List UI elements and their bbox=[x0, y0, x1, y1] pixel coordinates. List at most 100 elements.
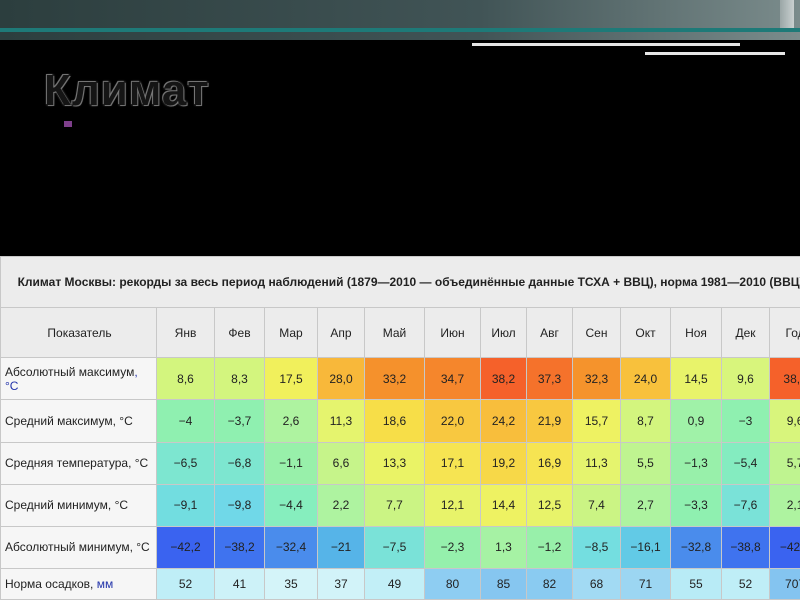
value-cell: 17,1 bbox=[424, 441, 481, 485]
value-cell: 35 bbox=[264, 567, 318, 600]
value-cell: 12,1 bbox=[424, 483, 481, 527]
value-cell: 12,5 bbox=[526, 483, 573, 527]
row-label-text: Абсолютный максимум bbox=[5, 364, 135, 379]
table-row: Средний минимум, °C −9,1 −9,8 −4,4 2,2 7,7 12,… bbox=[0, 483, 800, 527]
value-cell: −1,3 bbox=[670, 441, 722, 485]
value-cell: 38,2 bbox=[480, 357, 527, 401]
month-header: Июл bbox=[480, 307, 527, 359]
value-cell: 71 bbox=[620, 567, 671, 600]
value-cell: 7,7 bbox=[364, 483, 425, 527]
table-row: Средний максимум, °C −4 −3,7 2,6 11,3 18,6 22,… bbox=[0, 399, 800, 443]
row-label-text: Абсолютный минимум, °C bbox=[5, 540, 150, 555]
table-caption: Климат Москвы: рекорды за весь период на… bbox=[0, 255, 800, 309]
value-cell: 0,9 bbox=[670, 399, 722, 443]
value-cell: 82 bbox=[526, 567, 573, 600]
value-cell: 24,2 bbox=[480, 399, 527, 443]
climate-table: Климат Москвы: рекорды за весь период на… bbox=[0, 255, 800, 600]
row-label: Норма осадков, мм bbox=[0, 567, 157, 600]
row-label: Средний минимум, °C bbox=[0, 483, 157, 527]
month-header: Фев bbox=[214, 307, 265, 359]
value-cell: −3 bbox=[721, 399, 770, 443]
top-decorative-bar bbox=[0, 0, 800, 40]
value-cell: 2,2 bbox=[317, 483, 365, 527]
value-cell: 19,2 bbox=[480, 441, 527, 485]
value-cell: 5,7 bbox=[768, 441, 800, 485]
value-cell: −21 bbox=[317, 525, 365, 569]
value-cell: 14,4 bbox=[480, 483, 527, 527]
value-cell: 55 bbox=[670, 567, 722, 600]
value-cell: −4 bbox=[156, 399, 215, 443]
value-cell: −6,8 bbox=[214, 441, 265, 485]
value-cell: 8,3 bbox=[214, 357, 265, 401]
month-header: Сен bbox=[572, 307, 621, 359]
table-row: Средняя температура, °C −6,5 −6,8 −1,1 6,6 13… bbox=[0, 441, 800, 485]
decorative-line bbox=[472, 43, 740, 46]
value-cell: 16,9 bbox=[526, 441, 573, 485]
month-header: Янв bbox=[156, 307, 215, 359]
value-cell: −6,5 bbox=[156, 441, 215, 485]
value-cell: −3,7 bbox=[214, 399, 265, 443]
bullet-marker bbox=[64, 121, 72, 127]
month-header: Июн bbox=[424, 307, 481, 359]
value-cell: −42,2 bbox=[156, 525, 215, 569]
value-cell: 80 bbox=[424, 567, 481, 600]
value-cell: 9,6 bbox=[721, 357, 770, 401]
row-label-text: Норма осадков, bbox=[5, 576, 94, 591]
value-cell: −4,4 bbox=[264, 483, 318, 527]
value-cell: −9,8 bbox=[214, 483, 265, 527]
value-cell: −32,8 bbox=[670, 525, 722, 569]
value-cell: −38,2 bbox=[214, 525, 265, 569]
value-cell: 37,3 bbox=[526, 357, 573, 401]
value-cell: 15,7 bbox=[572, 399, 621, 443]
month-header: Окт bbox=[620, 307, 671, 359]
value-cell: −5,4 bbox=[721, 441, 770, 485]
value-cell: 34,7 bbox=[424, 357, 481, 401]
value-cell: 6,6 bbox=[317, 441, 365, 485]
top-corner-accent bbox=[780, 0, 794, 28]
value-cell: 17,5 bbox=[264, 357, 318, 401]
value-cell: −1,1 bbox=[264, 441, 318, 485]
value-cell: −16,1 bbox=[620, 525, 671, 569]
value-cell: 22,0 bbox=[424, 399, 481, 443]
value-cell: 52 bbox=[156, 567, 215, 600]
row-label-text: Средний минимум, °C bbox=[5, 498, 129, 513]
value-cell: 85 bbox=[480, 567, 527, 600]
value-cell: 68 bbox=[572, 567, 621, 600]
value-cell: 8,6 bbox=[156, 357, 215, 401]
value-cell: 8,7 bbox=[620, 399, 671, 443]
value-cell: 18,6 bbox=[364, 399, 425, 443]
value-cell: −1,2 bbox=[526, 525, 573, 569]
top-accent-stripe bbox=[0, 28, 800, 32]
value-cell: −9,1 bbox=[156, 483, 215, 527]
month-header: Год bbox=[768, 307, 800, 359]
value-cell: 32,3 bbox=[572, 357, 621, 401]
value-cell: 41 bbox=[214, 567, 265, 600]
month-header: Авг bbox=[526, 307, 573, 359]
value-cell: −42,2 bbox=[768, 525, 800, 569]
month-header: Апр bbox=[317, 307, 365, 359]
value-cell: 21,9 bbox=[526, 399, 573, 443]
header-label: Показатель bbox=[0, 307, 157, 359]
value-cell: 11,3 bbox=[572, 441, 621, 485]
value-cell: 9,6 bbox=[768, 399, 800, 443]
table-row: Норма осадков, мм 52 41 35 37 49 80 85 82 68 71 55 5… bbox=[0, 567, 800, 600]
decorative-line bbox=[645, 52, 785, 55]
value-cell: −32,4 bbox=[264, 525, 318, 569]
value-cell: 13,3 bbox=[364, 441, 425, 485]
row-label: Абсолютный минимум, °C bbox=[0, 525, 157, 569]
value-cell: −3,3 bbox=[670, 483, 722, 527]
value-cell: −2,3 bbox=[424, 525, 481, 569]
month-header: Дек bbox=[721, 307, 770, 359]
value-cell: 38,2 bbox=[768, 357, 800, 401]
table-header-row: Показатель Янв Фев Мар Апр Май Июн Июл Авг Сен Ок… bbox=[0, 307, 800, 359]
value-cell: 37 bbox=[317, 567, 365, 600]
value-cell: 1,3 bbox=[480, 525, 527, 569]
value-cell: 707 bbox=[768, 567, 800, 600]
value-cell: −7,5 bbox=[364, 525, 425, 569]
table-row: Абсолютный минимум, °C −42,2 −38,2 −32,4 −21… bbox=[0, 525, 800, 569]
slide-title: Климат bbox=[44, 66, 210, 115]
month-header: Май bbox=[364, 307, 425, 359]
value-cell: −7,6 bbox=[721, 483, 770, 527]
month-header: Ноя bbox=[670, 307, 722, 359]
month-header: Мар bbox=[264, 307, 318, 359]
